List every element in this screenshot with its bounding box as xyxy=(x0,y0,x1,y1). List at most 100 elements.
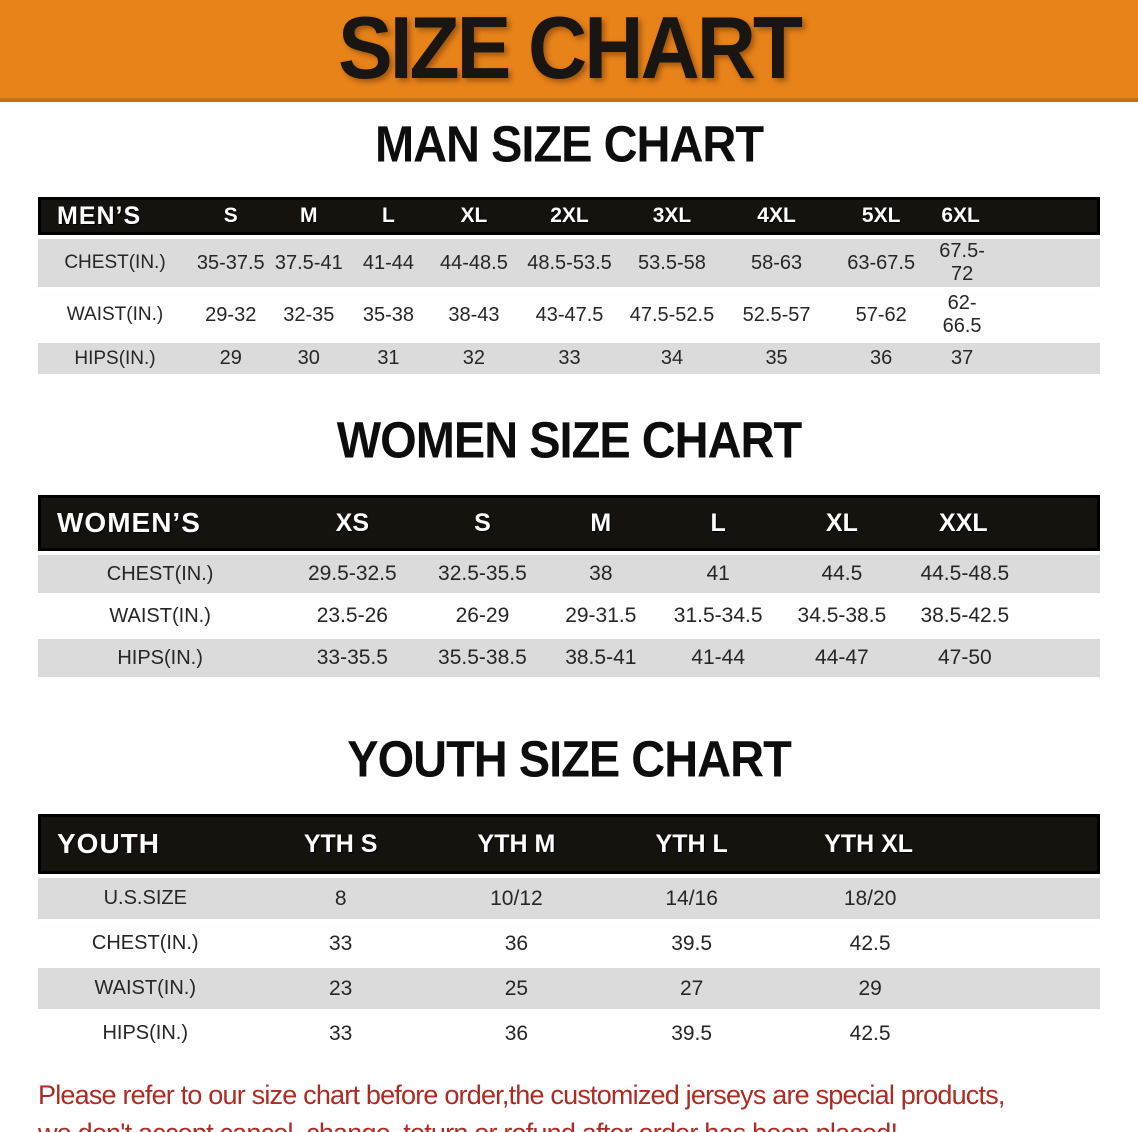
column-header: 2XL xyxy=(519,197,620,235)
size-value-cell: 25 xyxy=(428,968,605,1009)
size-value-cell: 38-43 xyxy=(428,291,520,339)
header-row: MEN’S S M L XL 2XL 3XL 4XL 5XL 6XL xyxy=(38,197,1100,235)
men-section-heading: MAN SIZE CHART xyxy=(38,115,1100,172)
disclaimer-line1: Please refer to our size chart before or… xyxy=(38,1080,1005,1110)
size-value-cell: 18/20 xyxy=(779,878,1100,919)
table-row: CHEST(IN.) 35-37.5 37.5-41 41-44 44-48.5 48.5… xyxy=(38,239,1100,287)
column-header: S xyxy=(192,197,270,235)
size-value-cell: 43-47.5 xyxy=(519,291,620,339)
row-label: CHEST(IN.) xyxy=(38,555,283,593)
size-value-cell: 53.5-58 xyxy=(619,239,724,287)
section-heading-text: WOMEN SIZE CHART xyxy=(336,410,802,469)
size-value-cell: 47.5-52.5 xyxy=(619,291,724,339)
size-value-cell: 32-35 xyxy=(269,291,349,339)
size-value-cell: 8 xyxy=(252,878,429,919)
section-heading-text: YOUTH SIZE CHART xyxy=(347,729,792,788)
size-value-cell: 32.5-35.5 xyxy=(422,555,543,593)
row-label: WAIST(IN.) xyxy=(38,597,283,635)
youth-section-heading: YOUTH SIZE CHART xyxy=(38,729,1100,788)
size-value-cell: 29 xyxy=(192,343,270,374)
size-value-cell: 14/16 xyxy=(604,878,780,919)
women-section-heading: WOMEN SIZE CHART xyxy=(38,410,1100,469)
size-value-cell: 57-62 xyxy=(829,291,934,339)
size-value-cell: 42.5 xyxy=(779,923,1100,964)
size-value-cell: 23 xyxy=(252,968,429,1009)
table-row: WAIST(IN.) 29-32 32-35 35-38 38-43 43-47.5 47.… xyxy=(38,291,1100,339)
size-value-cell: 63-67.5 xyxy=(829,239,934,287)
column-header: YTH S xyxy=(252,814,429,874)
size-value-cell: 10/12 xyxy=(428,878,605,919)
size-value-cell: 38.5-41 xyxy=(542,639,660,677)
size-value-cell: 35.5-38.5 xyxy=(422,639,543,677)
size-value-cell: 31 xyxy=(348,343,429,374)
column-header: L xyxy=(659,495,778,551)
table-title-cell: YOUTH xyxy=(38,814,253,874)
size-value-cell: 34 xyxy=(619,343,724,374)
size-value-cell: 37 xyxy=(933,343,1100,374)
size-value-cell: 23.5-26 xyxy=(282,597,423,635)
women-size-table: WOMEN’S XS S M L XL XXL CHEST(IN.) 29.5-32.5 32.5… xyxy=(38,491,1100,681)
size-value-cell: 33 xyxy=(252,923,429,964)
table-title-cell: MEN’S xyxy=(38,197,192,235)
row-label: U.S.SIZE xyxy=(38,878,253,919)
table-row: HIPS(IN.) 29 30 31 32 33 34 35 36 37 xyxy=(38,343,1100,374)
size-value-cell: 29-32 xyxy=(192,291,270,339)
size-chart-banner: SIZE CHART xyxy=(0,0,1138,102)
column-header: 3XL xyxy=(619,197,724,235)
size-value-cell: 44.5 xyxy=(777,555,907,593)
size-value-cell: 29.5-32.5 xyxy=(282,555,423,593)
column-header: XL xyxy=(777,495,907,551)
size-value-cell: 29-31.5 xyxy=(542,597,660,635)
size-value-cell: 41-44 xyxy=(348,239,429,287)
women-size-section: WOMEN SIZE CHART WOMEN’S XS S M L XL XXL CHEST(I… xyxy=(38,410,1100,681)
column-header: L xyxy=(348,197,429,235)
size-value-cell: 33 xyxy=(252,1013,429,1054)
size-value-cell: 37.5-41 xyxy=(269,239,349,287)
column-header: YTH M xyxy=(428,814,605,874)
size-value-cell: 44-47 xyxy=(777,639,907,677)
youth-size-table: YOUTH YTH S YTH M YTH L YTH XL U.S.SIZE 8 10/12… xyxy=(38,810,1100,1058)
row-label: CHEST(IN.) xyxy=(38,239,192,287)
column-header: YTH L xyxy=(604,814,780,874)
column-header: 5XL xyxy=(829,197,934,235)
size-value-cell: 36 xyxy=(428,923,605,964)
size-value-cell: 41 xyxy=(659,555,778,593)
sections: MAN SIZE CHART MEN’S S M L XL 2XL 3XL 4XL 5XL 6XL C… xyxy=(38,115,1100,1058)
size-value-cell: 29 xyxy=(779,968,1100,1009)
size-value-cell: 35-38 xyxy=(348,291,429,339)
table-row: CHEST(IN.) 33 36 39.5 42.5 xyxy=(38,923,1100,964)
table-row: U.S.SIZE 8 10/12 14/16 18/20 xyxy=(38,878,1100,919)
table-row: HIPS(IN.) 33 36 39.5 42.5 xyxy=(38,1013,1100,1054)
size-value-cell: 35 xyxy=(724,343,830,374)
column-header: M xyxy=(542,495,660,551)
banner-title: SIZE CHART xyxy=(338,0,803,98)
table-row: CHEST(IN.) 29.5-32.5 32.5-35.5 38 41 44.5 44.5… xyxy=(38,555,1100,593)
size-value-cell: 39.5 xyxy=(604,1013,780,1054)
size-value-cell: 47-50 xyxy=(906,639,1100,677)
size-value-cell: 38.5-42.5 xyxy=(906,597,1100,635)
size-value-cell: 42.5 xyxy=(779,1013,1100,1054)
size-value-cell: 31.5-34.5 xyxy=(659,597,778,635)
column-header: YTH XL xyxy=(779,814,1100,874)
column-header: XXL xyxy=(906,495,1100,551)
size-value-cell: 39.5 xyxy=(604,923,780,964)
size-value-cell: 41-44 xyxy=(659,639,778,677)
disclaimer: Please refer to our size chart before or… xyxy=(38,1076,1100,1132)
row-label: HIPS(IN.) xyxy=(38,1013,253,1054)
column-header: 4XL xyxy=(724,197,830,235)
row-label: HIPS(IN.) xyxy=(38,639,283,677)
table-row: WAIST(IN.) 23 25 27 29 xyxy=(38,968,1100,1009)
row-label: CHEST(IN.) xyxy=(38,923,253,964)
table-row: WAIST(IN.) 23.5-26 26-29 29-31.5 31.5-34.5 34… xyxy=(38,597,1100,635)
table-title-cell: WOMEN’S xyxy=(38,495,283,551)
size-value-cell: 34.5-38.5 xyxy=(777,597,907,635)
row-label: WAIST(IN.) xyxy=(38,968,253,1009)
column-header: S xyxy=(422,495,543,551)
header-row: WOMEN’S XS S M L XL XXL xyxy=(38,495,1100,551)
youth-size-section: YOUTH SIZE CHART YOUTH YTH S YTH M YTH L YTH … xyxy=(38,729,1100,1058)
column-header: XL xyxy=(428,197,520,235)
size-value-cell: 52.5-57 xyxy=(724,291,830,339)
men-size-section: MAN SIZE CHART MEN’S S M L XL 2XL 3XL 4XL 5XL 6XL C… xyxy=(38,115,1100,378)
size-value-cell: 26-29 xyxy=(422,597,543,635)
table-row: HIPS(IN.) 33-35.5 35.5-38.5 38.5-41 41-44 44-… xyxy=(38,639,1100,677)
